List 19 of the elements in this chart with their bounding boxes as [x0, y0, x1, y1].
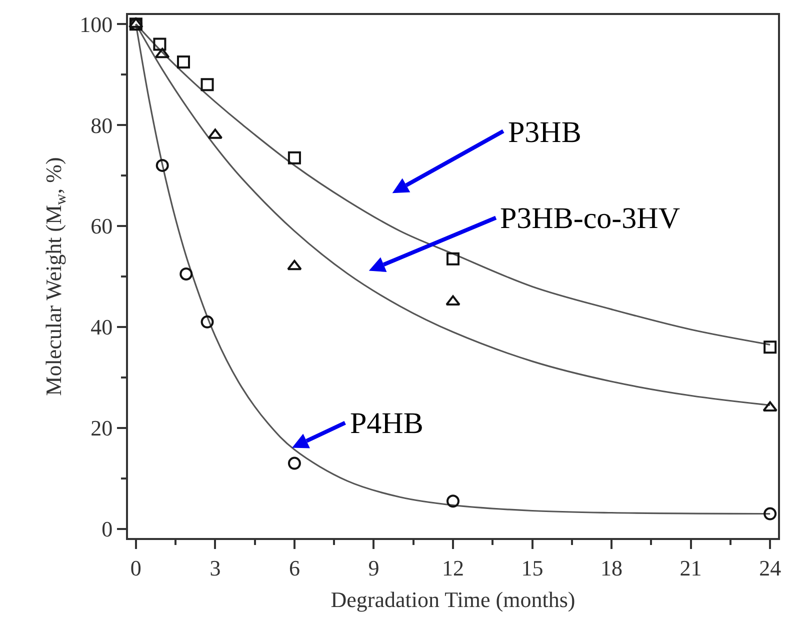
y-tick-label: 60: [90, 214, 113, 239]
x-tick-label: 15: [521, 555, 544, 580]
y-tick-label: 20: [90, 416, 113, 441]
annotation: P3HB: [508, 116, 582, 149]
x-tick-label: 24: [759, 555, 782, 580]
y-tick-label: 40: [90, 314, 113, 340]
x-tick-label: 18: [600, 555, 623, 580]
x-tick-label: 12: [442, 555, 464, 580]
annotation: P3HB-co-3HV: [500, 202, 680, 235]
y-tick-label: 80: [90, 112, 113, 138]
x-tick-label: 21: [680, 555, 702, 580]
x-tick-label: 6: [288, 555, 300, 580]
x-tick-label: 9: [368, 555, 380, 580]
y-tick-label: 100: [80, 12, 113, 37]
x-axis-title: Degradation Time (months): [330, 586, 576, 612]
x-tick-label: 3: [210, 555, 221, 580]
annotation: P4HB: [350, 407, 424, 440]
y-tick-label: 0: [102, 516, 113, 542]
x-tick-label: 0: [130, 555, 142, 580]
